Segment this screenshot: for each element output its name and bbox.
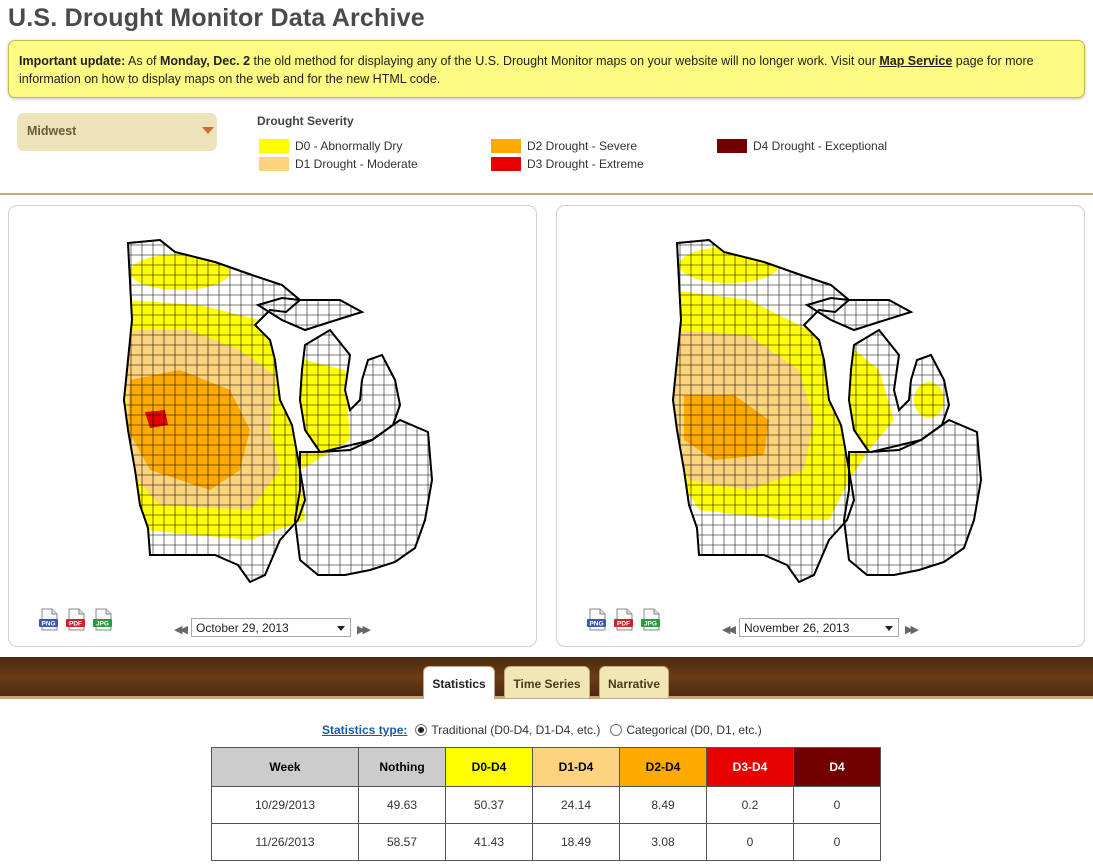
legend-swatch	[491, 157, 521, 171]
next-date-icon[interactable]: ▶▶	[357, 624, 371, 636]
column-header-d0-d4: D0-D4	[445, 747, 533, 787]
legend-label: D2 Drought - Severe	[527, 139, 638, 153]
date-select-value: November 26, 2013	[744, 621, 850, 635]
download-jpg-icon[interactable]: JPG	[640, 608, 662, 632]
tab-time-series[interactable]: Time Series	[504, 666, 590, 699]
legend-label: D4 Drought - Exceptional	[753, 139, 888, 153]
radio-traditional[interactable]	[415, 724, 428, 736]
notice-text-1: As of	[125, 54, 160, 68]
table-row: 11/26/2013 58.57 41.43 18.49 3.08 0 0	[211, 823, 881, 861]
table-cell: 0	[706, 823, 794, 861]
svg-text:PNG: PNG	[589, 621, 603, 628]
drought-map-right	[671, 238, 983, 584]
table-cell: 58.57	[358, 823, 446, 861]
column-header-d4: D4	[793, 747, 881, 787]
download-pdf-icon[interactable]: PDF	[613, 608, 635, 632]
statistics-type-label[interactable]: Statistics type:	[322, 723, 408, 737]
region-select-value: Midwest	[27, 124, 77, 138]
table-cell: 10/29/2013	[211, 786, 359, 824]
svg-text:PNG: PNG	[41, 621, 55, 628]
previous-date-icon[interactable]: ◀◀	[722, 624, 736, 636]
legend-d4: D4 Drought - Exceptional	[717, 138, 887, 154]
legend-label: D1 Drought - Moderate	[295, 157, 418, 171]
table-cell: 41.43	[445, 823, 533, 861]
table-cell: 50.37	[445, 786, 533, 824]
map-group	[122, 238, 434, 584]
notice-text-2: the old method for displaying any of the…	[250, 54, 880, 68]
next-date-icon[interactable]: ▶▶	[905, 624, 919, 636]
tab-statistics-label: Statistics	[432, 677, 486, 691]
download-png-icon[interactable]: PNG	[586, 608, 608, 632]
legend-title: Drought Severity	[257, 114, 354, 128]
statistics-type: Statistics type: Traditional (D0-D4, D1-…	[322, 723, 762, 737]
legend-swatch	[259, 157, 289, 171]
column-header-d3-d4: D3-D4	[706, 747, 794, 787]
svg-text:JPG: JPG	[644, 621, 657, 628]
column-header-nothing: Nothing	[358, 747, 446, 787]
svg-text:JPG: JPG	[96, 621, 109, 628]
radio-categorical[interactable]	[610, 724, 623, 736]
column-header-d1-d4: D1-D4	[532, 747, 620, 787]
radio-traditional-label: Traditional (D0-D4, D1-D4, etc.)	[431, 723, 601, 737]
map-service-link[interactable]: Map Service	[879, 54, 953, 68]
page-title: U.S. Drought Monitor Data Archive	[8, 4, 425, 32]
tab-time-series-label: Time Series	[513, 677, 581, 691]
legend-label: D3 Drought - Extreme	[527, 157, 644, 171]
table-cell: 24.14	[532, 786, 620, 824]
download-png-icon[interactable]: PNG	[38, 608, 60, 632]
region-select[interactable]: Midwest	[17, 113, 217, 151]
column-header-week: Week	[211, 747, 359, 787]
table-row: 10/29/2013 49.63 50.37 24.14 8.49 0.2 0	[211, 786, 881, 824]
column-header-d2-d4: D2-D4	[619, 747, 707, 787]
table-cell: 18.49	[532, 823, 620, 861]
legend-d3: D3 Drought - Extreme	[491, 156, 644, 172]
table-cell: 11/26/2013	[211, 823, 359, 861]
notice-lead: Important update:	[19, 54, 126, 68]
table-cell: 49.63	[358, 786, 446, 824]
download-pdf-icon[interactable]: PDF	[65, 608, 87, 632]
radio-categorical-label: Categorical (D0, D1, etc.)	[626, 723, 762, 737]
legend-d2: D2 Drought - Severe	[491, 138, 637, 154]
statistics-table: Week Nothing D0-D4 D1-D4 D2-D4 D3-D4 D4 10/29/…	[211, 747, 881, 861]
legend-swatch	[717, 139, 747, 153]
legend-swatch	[259, 139, 289, 153]
chevron-down-icon	[202, 127, 214, 134]
table-cell: 0	[793, 823, 881, 861]
tab-narrative-label: Narrative	[607, 677, 661, 691]
svg-text:PDF: PDF	[617, 621, 630, 628]
drought-map-left	[122, 238, 434, 584]
notice-text-3: page for more information on how to disp…	[19, 54, 1034, 86]
download-jpg-icon[interactable]: JPG	[92, 608, 114, 632]
header-divider	[0, 193, 1093, 195]
date-select-right[interactable]: November 26, 2013	[739, 618, 899, 637]
table-cell: 3.08	[619, 823, 707, 861]
table-cell: 0.2	[706, 786, 794, 824]
notice-date: Monday, Dec. 2	[160, 54, 251, 68]
chevron-down-icon	[337, 626, 345, 631]
date-select-left[interactable]: October 29, 2013	[191, 618, 351, 637]
legend-d1: D1 Drought - Moderate	[259, 156, 418, 172]
date-select-value: October 29, 2013	[196, 621, 289, 635]
legend-d0: D0 - Abnormally Dry	[259, 138, 402, 154]
svg-text:PDF: PDF	[69, 621, 82, 628]
tab-statistics[interactable]: Statistics	[423, 666, 495, 699]
previous-date-icon[interactable]: ◀◀	[174, 624, 188, 636]
legend-label: D0 - Abnormally Dry	[295, 139, 403, 153]
table-cell: 0	[793, 786, 881, 824]
important-update-notice: Important update: As of Monday, Dec. 2 t…	[8, 40, 1085, 98]
chevron-down-icon	[885, 626, 893, 631]
map-group	[671, 238, 983, 584]
statistics-type-label-text: Statistics type	[322, 723, 404, 737]
legend-swatch	[491, 139, 521, 153]
map-panel-left	[8, 205, 537, 647]
tab-narrative[interactable]: Narrative	[599, 666, 669, 699]
table-cell: 8.49	[619, 786, 707, 824]
